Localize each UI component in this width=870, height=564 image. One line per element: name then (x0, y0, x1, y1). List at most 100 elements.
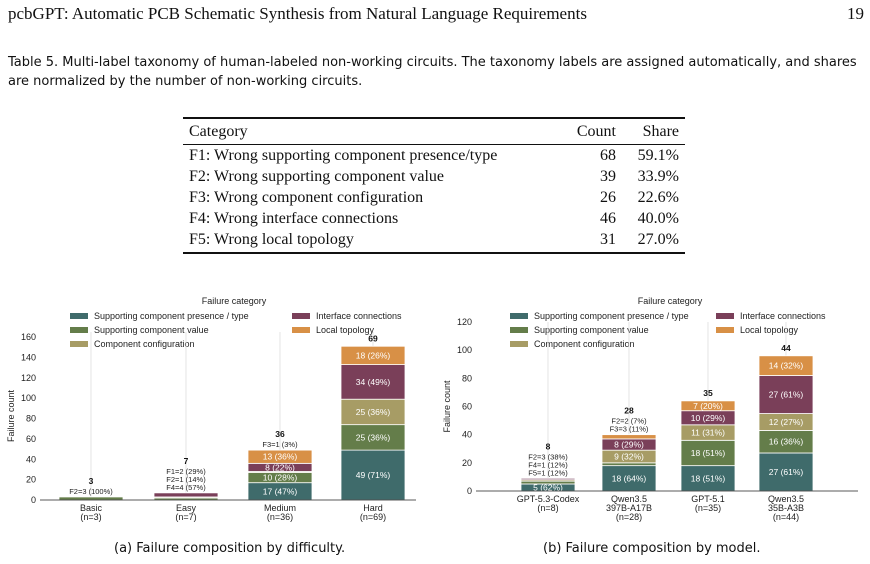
bar-note: F3=3 (11%) (610, 425, 649, 434)
bar-total-label: 7 (184, 456, 189, 466)
column-header-count: Count (576, 123, 616, 140)
bar-note: F4=1 (12%) (528, 460, 568, 469)
model-chart: Failure category Supporting component pre… (442, 296, 858, 522)
y-tick-label: 140 (21, 352, 36, 362)
bar-note: F5=1 (12%) (528, 468, 568, 477)
x-tick-label: 397B-A17B (606, 503, 652, 513)
table-row: F1: Wrong supporting component presence/… (183, 145, 685, 167)
row-share: 40.0% (637, 209, 679, 227)
row-share: 59.1% (637, 146, 679, 164)
bar-note: F2=1 (14%) (166, 475, 206, 484)
y-tick-label: 60 (462, 402, 472, 412)
bar-segment-f3 (340, 398, 406, 426)
bar-segment-f5 (680, 400, 736, 412)
segment-value-label: 9 (32%) (614, 451, 644, 461)
y-tick-label: 160 (21, 332, 36, 342)
y-tick-label: 60 (26, 434, 36, 444)
table-row: F4: Wrong interface connections 46 40.0% (183, 208, 685, 229)
y-tick-label: 100 (457, 345, 472, 355)
subcaption-a: (a) Failure composition by difficulty. (114, 541, 346, 556)
x-tick-label: Basic (80, 503, 103, 513)
legend-swatch-f2 (510, 327, 528, 333)
y-tick-label: 100 (21, 393, 36, 403)
row-category: F4: Wrong interface connections (189, 209, 399, 227)
row-count: 46 (599, 209, 616, 227)
legend-swatch-f5 (292, 327, 310, 333)
bar-total-label: 8 (546, 441, 551, 451)
table-row: F3: Wrong component configuration 26 22.… (183, 187, 685, 208)
y-axis-label: Failure count (442, 380, 452, 433)
segment-value-label: 17 (47%) (263, 486, 298, 496)
x-tick-label: Easy (176, 503, 197, 513)
segment-value-label: 7 (20%) (693, 401, 723, 411)
row-category: F3: Wrong component configuration (189, 188, 424, 206)
bar-segment-f4 (153, 492, 219, 498)
x-tick-count: (n=3) (80, 512, 101, 522)
legend-swatch-f4 (716, 313, 734, 319)
y-tick-label: 40 (462, 430, 472, 440)
legend-label-f2: Supporting component value (534, 325, 649, 335)
y-tick-label: 80 (462, 373, 472, 383)
segment-value-label: 49 (71%) (356, 470, 391, 480)
bar-segment-f5 (758, 355, 814, 376)
legend-label-f1: Supporting component presence / type (94, 311, 249, 321)
row-category: F5: Wrong local topology (183, 229, 562, 254)
segment-value-label: 5 (62%) (533, 482, 563, 492)
legend-label-f5: Local topology (740, 325, 799, 335)
bar-segment-f4 (340, 364, 406, 400)
segment-value-label: 18 (51%) (691, 473, 726, 483)
legend-title: Failure category (202, 296, 267, 306)
bar-segment-f2 (601, 462, 657, 467)
legend-swatch-f2 (70, 327, 88, 333)
legend-swatch-f4 (292, 313, 310, 319)
column-header-category: Category (189, 123, 248, 140)
x-tick-label: 35B-A3B (768, 503, 804, 513)
segment-value-label: 18 (26%) (356, 350, 391, 360)
y-tick-label: 20 (462, 458, 472, 468)
running-head: pcbGPT: Automatic PCB Schematic Synthesi… (8, 4, 864, 26)
legend-label-f3: Component configuration (534, 339, 635, 349)
segment-value-label: 10 (28%) (263, 473, 298, 483)
segment-value-label: 16 (36%) (769, 437, 804, 447)
bar-segment-f1 (601, 465, 657, 492)
bar-note: F2=2 (7%) (611, 417, 647, 426)
segment-value-label: 13 (36%) (263, 452, 298, 462)
bar-total-label: 35 (703, 388, 713, 398)
segment-value-label: 18 (64%) (612, 473, 647, 483)
table-header-row: Category Count Share (183, 118, 685, 145)
y-tick-label: 0 (467, 486, 472, 496)
segment-value-label: 11 (31%) (691, 428, 725, 438)
bar-segment-f1 (340, 449, 406, 501)
y-tick-label: 0 (31, 495, 36, 505)
segment-value-label: 14 (32%) (769, 361, 804, 371)
bar-note: F4=4 (57%) (166, 483, 206, 492)
legend-label-f5: Local topology (316, 325, 375, 335)
column-header-share: Share (642, 123, 679, 140)
x-tick-count: (n=69) (360, 512, 386, 522)
x-tick-label: Qwen3.5 (611, 494, 647, 504)
bar-segment-f4 (520, 477, 576, 481)
legend-label-f2: Supporting component value (94, 325, 209, 335)
segment-value-label: 18 (51%) (691, 448, 726, 458)
bar-segment-f2 (520, 480, 576, 485)
table-caption: Table 5. Multi-label taxonomy of human-l… (8, 55, 857, 89)
row-count: 26 (599, 188, 616, 206)
legend-label-f4: Interface connections (740, 311, 826, 321)
bar-total-label: 44 (781, 343, 791, 353)
legend-swatch-f3 (510, 341, 528, 347)
legend-label-f1: Supporting component presence / type (534, 311, 689, 321)
row-share: 27.0% (621, 229, 685, 254)
segment-value-label: 10 (29%) (691, 413, 726, 423)
y-tick-label: 20 (26, 475, 36, 485)
x-tick-count: (n=35) (695, 503, 721, 513)
bar-segment-f2 (680, 439, 736, 467)
bar-segment-f5 (247, 449, 313, 464)
legend-swatch-f3 (70, 341, 88, 347)
bar-segment-f5 (601, 434, 657, 440)
legend-swatch-f5 (716, 327, 734, 333)
legend-label-f4: Interface connections (316, 311, 402, 321)
segment-value-label: 25 (36%) (356, 432, 391, 442)
x-tick-count: (n=44) (773, 512, 799, 522)
subcaption-b: (b) Failure composition by model. (543, 541, 761, 556)
row-count: 68 (599, 146, 616, 164)
